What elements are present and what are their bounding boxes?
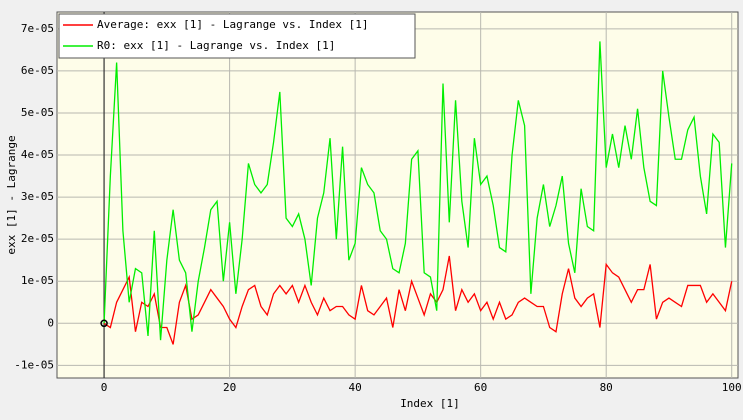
y-tick-label: 6e-05: [21, 64, 54, 77]
y-tick-label: 1e-05: [21, 274, 54, 287]
x-axis-label: Index [1]: [400, 397, 460, 410]
y-tick-label: 5e-05: [21, 106, 54, 119]
x-tick-label: 0: [101, 381, 108, 394]
plot-area: [56, 11, 739, 379]
y-tick-label: 3e-05: [21, 190, 54, 203]
y-tick-label: 7e-05: [21, 22, 54, 35]
legend-box: [58, 13, 416, 59]
series-line: [103, 41, 733, 341]
y-tick-label: -1e-05: [14, 358, 54, 371]
current-point: [100, 319, 108, 328]
x-tick-label: 60: [474, 381, 487, 394]
x-tick-label: 100: [722, 381, 742, 394]
x-tick-label: 40: [349, 381, 362, 394]
y-axis-label: exx [1] - Lagrange: [5, 135, 18, 254]
x-tick-label: 20: [223, 381, 236, 394]
x-tick-label: 80: [600, 381, 613, 394]
y-tick-label: 2e-05: [21, 232, 54, 245]
y-tick-label: 0: [47, 316, 54, 329]
y-tick-label: 4e-05: [21, 148, 54, 161]
legend-label: R0: exx [1] - Lagrange vs. Index [1]: [97, 39, 335, 52]
legend-label: Average: exx [1] - Lagrange vs. Index [1…: [97, 18, 369, 31]
series-line: [103, 255, 733, 345]
